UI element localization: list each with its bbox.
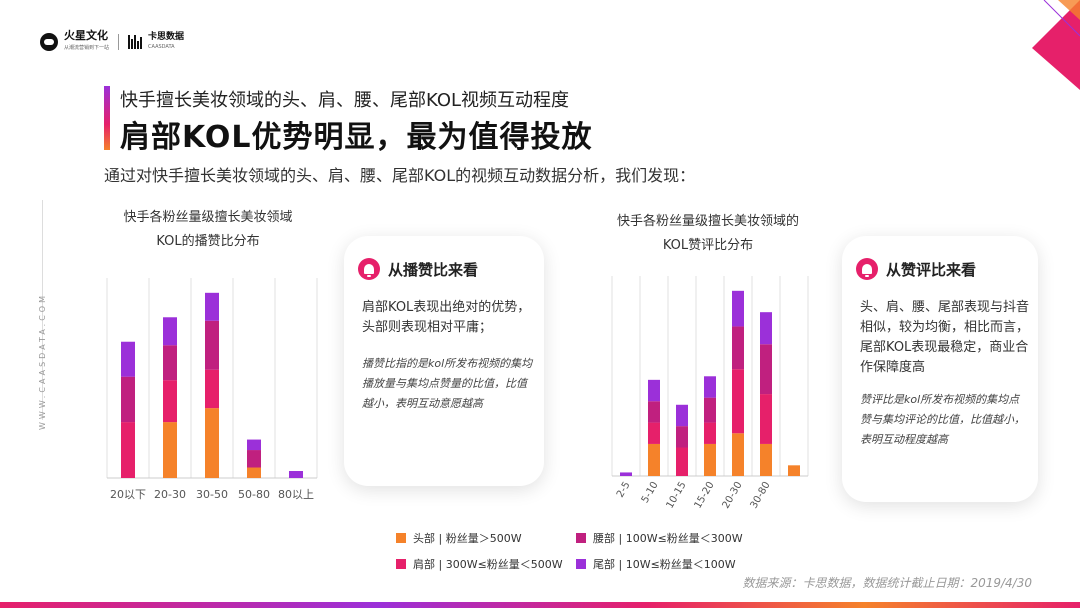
legend-swatch	[576, 533, 586, 543]
x-tick-label: 20以下	[110, 488, 146, 501]
legend-item: 腰部 | 100W≤粉丝量＜300W	[576, 530, 776, 546]
chart1-title: 快手各粉丝量级擅长美妆领域KOL的播赞比分布	[123, 210, 293, 249]
legend-swatch	[396, 533, 406, 543]
chart1-play-like-ratio: 20以下 20-30 30-50 50-80 80以上	[106, 278, 318, 501]
bottom-color-strip	[0, 602, 1080, 608]
legend-label: 肩部 | 300W≤粉丝量＜500W	[413, 558, 563, 571]
page-description: 通过对快手擅长美妆领域的头、肩、腰、尾部KOL的视频互动数据分析，我们发现：	[104, 166, 696, 185]
bar-segment	[247, 439, 261, 451]
brand2-tagline: CAASDATA	[148, 44, 175, 50]
bar-segment	[247, 450, 261, 468]
brand1-name: 火星文化	[64, 29, 108, 42]
bar-segment	[205, 292, 219, 321]
x-tick-label: 30-80	[749, 480, 773, 511]
legend-item: 肩部 | 300W≤粉丝量＜500W	[396, 556, 576, 572]
bell-icon	[358, 258, 380, 280]
data-source: 数据来源：卡思数据，数据统计截止日期：2019/4/30	[742, 576, 1032, 590]
bar-segment	[121, 376, 135, 423]
bell-icon	[856, 258, 878, 280]
chart-legend: 头部 | 粉丝量＞500W 腰部 | 100W≤粉丝量＜300W 肩部 | 30…	[396, 530, 776, 572]
brand-logo: 火星文化 从潮流营销到下一站 卡思数据 CAASDATA	[40, 30, 184, 54]
corner-decoration	[1032, 0, 1080, 90]
bar-segment	[648, 379, 660, 402]
mars-logo-icon	[40, 33, 58, 51]
bar-segment	[163, 317, 177, 346]
insight-card-play-like: 从播赞比来看 肩部KOL表现出绝对的优势，头部则表现相对平庸； 播赞比指的是ko…	[344, 236, 544, 486]
x-tick-label: 15-20	[693, 480, 717, 511]
x-tick-label: 5-10	[640, 480, 661, 505]
brand2-name: 卡思数据	[148, 32, 185, 42]
x-tick-label: 20-30	[721, 480, 745, 511]
legend-item: 头部 | 粉丝量＞500W	[396, 530, 576, 546]
legend-item: 尾部 | 10W≤粉丝量＜100W	[576, 556, 776, 572]
bar-segment	[760, 344, 772, 395]
bar-segment	[676, 426, 688, 448]
bar-segment	[732, 290, 744, 327]
bar-segment	[676, 404, 688, 427]
bar-segment	[704, 443, 716, 476]
bar-segment	[289, 471, 303, 478]
bar-segment	[648, 422, 660, 444]
x-tick-label: 10-15	[665, 480, 689, 511]
card-heading: 从播赞比来看	[388, 260, 479, 279]
card-main-text: 头、肩、腰、尾部表现与抖音相似，较为均衡，相比而言，尾部KOL表现最稳定，商业合…	[860, 300, 1030, 375]
bar-segment	[247, 467, 261, 478]
page-subtitle: 快手擅长美妆领域的头、肩、腰、尾部KOL视频互动程度	[120, 90, 570, 111]
bar-segment	[732, 326, 744, 370]
logo-divider	[118, 34, 120, 50]
legend-swatch	[576, 559, 586, 569]
side-divider	[42, 200, 43, 420]
x-tick-label: 20-30	[154, 488, 186, 501]
bar-segment	[205, 369, 219, 409]
bar-segment	[760, 394, 772, 444]
chart2-like-comment-ratio: 2-5 5-10 10-15 15-20 20-30 30-80	[611, 276, 809, 511]
bar-segment	[732, 433, 744, 476]
x-tick-label: 80以上	[278, 488, 314, 501]
bar-segment	[704, 397, 716, 423]
bar-segment	[676, 447, 688, 476]
bar-segment	[121, 422, 135, 478]
insight-card-like-comment: 从赞评比来看 头、肩、腰、尾部表现与抖音相似，较为均衡，相比而言，尾部KOL表现…	[842, 236, 1038, 502]
title-accent-bar	[104, 86, 110, 150]
side-url-text: WWW.CAASDATA.COM	[38, 293, 47, 430]
x-tick-label: 50-80	[238, 488, 270, 501]
card-heading: 从赞评比来看	[886, 260, 977, 279]
bar-segment	[760, 443, 772, 476]
bar-segment	[648, 443, 660, 476]
card-note-text: 赞评比是kol所发布视频的集均点赞与集均评论的比值，比值越小，表明互动程度越高	[860, 393, 1025, 446]
legend-label: 尾部 | 10W≤粉丝量＜100W	[593, 558, 736, 571]
caasdata-logo-icon	[128, 35, 143, 49]
bar-segment	[732, 369, 744, 434]
brand1-tagline: 从潮流营销到下一站	[64, 45, 110, 51]
legend-swatch	[396, 559, 406, 569]
bar-segment	[760, 312, 772, 345]
bar-segment	[163, 380, 177, 423]
card-main-text: 肩部KOL表现出绝对的优势，头部则表现相对平庸；	[362, 300, 531, 335]
bar-segment	[205, 408, 219, 478]
bar-segment	[788, 465, 800, 476]
x-tick-label: 2-5	[615, 480, 633, 500]
bar-segment	[163, 422, 177, 478]
bar-segment	[704, 376, 716, 398]
card-note-text: 播赞比指的是kol所发布视频的集均播放量与集均点赞量的比值，比值越小，表明互动意…	[362, 357, 533, 410]
bar-segment	[704, 422, 716, 444]
legend-label: 头部 | 粉丝量＞500W	[413, 532, 522, 545]
legend-label: 腰部 | 100W≤粉丝量＜300W	[593, 532, 743, 545]
bar-segment	[648, 401, 660, 423]
chart2-title: 快手各粉丝量级擅长美妆领域的KOL赞评比分布	[616, 214, 799, 253]
bar-segment	[121, 341, 135, 377]
bar-segment	[620, 472, 632, 476]
bar-segment	[163, 345, 177, 381]
x-tick-label: 30-50	[196, 488, 228, 501]
page-title: 肩部KOL优势明显，最为值得投放	[120, 120, 593, 155]
bar-segment	[205, 320, 219, 370]
